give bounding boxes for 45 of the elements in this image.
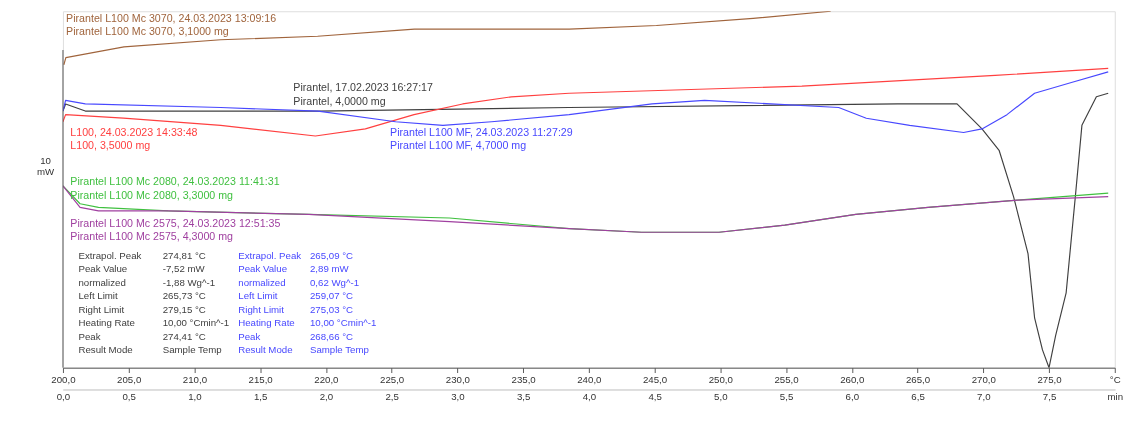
x-tick-label: 210,0 — [182, 373, 208, 385]
x2-tick-label: 7,5 — [1042, 391, 1057, 403]
annotation: 265,09 °C 2,89 mW 0,62 Wg^-1 259,07 °C 275,03 °C 10,00 °Cmin^-1 268,66 °C Sample Temp — [309, 249, 377, 356]
annotation: Pirantel L100 Mc 2575, 24.03.2023 12:51:35 Pirantel L100 Mc 2575, 4,3000 mg — [70, 216, 281, 243]
x-tick-label: 220,0 — [314, 373, 339, 385]
x-tick-label: 205,0 — [117, 373, 142, 385]
x2-tick-label: 5,0 — [714, 391, 728, 403]
x-tick-label: 225,0 — [380, 373, 405, 385]
y-axis-title: 10 mW — [36, 154, 55, 178]
annotation: Pirantel L100 MF, 24.03.2023 11:27:29 Pirantel L100 MF, 4,7000 mg — [390, 125, 573, 152]
x2-tick-label: 4,5 — [648, 391, 662, 403]
x-tick-label: 230,0 — [445, 373, 470, 385]
x2-tick-label: 1,0 — [188, 391, 202, 403]
x2-tick-label: 3,0 — [451, 391, 465, 403]
x-tick-label: 265,0 — [905, 373, 931, 385]
x2-tick-label: 6,0 — [845, 391, 860, 403]
x-tick-label: 245,0 — [642, 373, 668, 385]
x2-tick-label: 2,0 — [319, 391, 334, 403]
x-tick-label: 235,0 — [511, 373, 536, 385]
x2-tick-label: 1,5 — [253, 391, 268, 403]
annotation: Pirantel L100 Mc 3070, 24.03.2023 13:09:16 Pirantel L100 Mc 3070, 3,1000 mg — [66, 11, 277, 38]
annotation: Extrapol. Peak Peak Value normalized Left Limit Right Limit Heating Rate Peak Result Mode — [78, 249, 142, 356]
annotation: 274,81 °C -7,52 mW -1,88 Wg^-1 265,73 °C 279,15 °C 10,00 °Cmin^-1 274,41 °C Sample Temp — [162, 249, 230, 356]
x-tick-label: 270,0 — [971, 373, 996, 385]
x2-tick-label: 0,5 — [122, 391, 136, 403]
annotation: Extrapol. Peak Peak Value normalized Left Limit Right Limit Heating Rate Peak Result Mode — [238, 249, 302, 356]
x-tick-label: °C — [1109, 373, 1121, 385]
x2-tick-label: 3,5 — [516, 391, 531, 403]
x-tick-label: 275,0 — [1037, 373, 1062, 385]
x2-tick-label: 5,5 — [779, 391, 794, 403]
x-tick-label: 240,0 — [577, 373, 602, 385]
x-tick-label: 215,0 — [248, 373, 273, 385]
x2-tick-label: 2,5 — [385, 391, 399, 403]
x-tick-label: 250,0 — [708, 373, 733, 385]
annotation: Pirantel, 17.02.2023 16:27:17 Pirantel, 4,0000 mg — [293, 81, 434, 107]
x2-tick-label: 7,0 — [977, 391, 991, 403]
annotation: Pirantel L100 Mc 2080, 24.03.2023 11:41:31 Pirantel L100 Mc 2080, 3,3000 mg — [70, 175, 280, 201]
x2-tick-label: 0,0 — [56, 391, 71, 403]
x-tick-label: 200,0 — [51, 373, 76, 385]
x-tick-label: 255,0 — [774, 373, 799, 385]
annotation: L100, 24.03.2023 14:33:48 L100, 3,5000 mg — [70, 125, 198, 152]
x2-tick-label: min — [1107, 391, 1124, 403]
x-tick-label: 260,0 — [840, 373, 865, 385]
x2-tick-label: 6,5 — [911, 391, 925, 403]
x2-tick-label: 4,0 — [582, 391, 597, 403]
